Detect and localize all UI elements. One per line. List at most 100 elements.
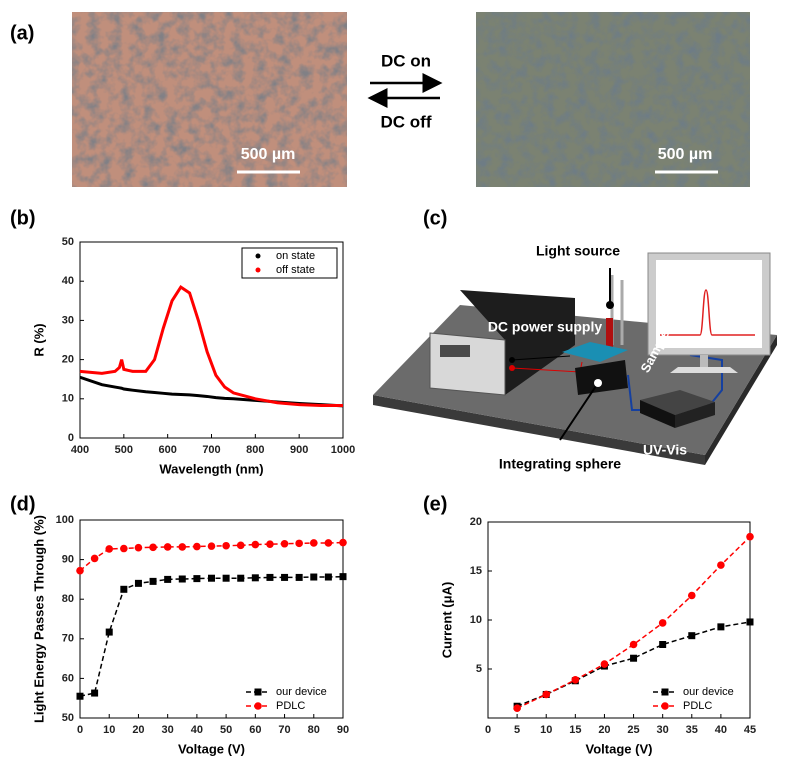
marker bbox=[746, 533, 754, 541]
marker bbox=[106, 629, 113, 636]
marker bbox=[659, 641, 666, 648]
marker bbox=[252, 574, 259, 581]
photo-texture bbox=[72, 12, 347, 187]
light-source bbox=[606, 318, 613, 348]
display bbox=[440, 345, 470, 357]
marker bbox=[295, 540, 303, 548]
marker bbox=[281, 574, 288, 581]
x-tick-label: 0 bbox=[485, 724, 491, 736]
x-tick-label: 700 bbox=[202, 444, 220, 456]
x-tick-label: 30 bbox=[657, 724, 669, 736]
marker bbox=[91, 690, 98, 697]
y-tick-label: 50 bbox=[62, 236, 74, 248]
y-tick-label: 20 bbox=[470, 516, 482, 528]
y-tick-label: 100 bbox=[56, 514, 74, 526]
y-tick-label: 90 bbox=[62, 554, 74, 566]
x-tick-label: 10 bbox=[540, 724, 552, 736]
marker bbox=[688, 632, 695, 639]
y-tick-label: 40 bbox=[62, 275, 74, 287]
x-tick-label: 400 bbox=[71, 444, 89, 456]
trend-line bbox=[517, 537, 750, 709]
legend-label: our device bbox=[276, 686, 327, 698]
x-tick-label: 60 bbox=[249, 724, 261, 736]
marker bbox=[193, 575, 200, 582]
panel-label: (e) bbox=[423, 493, 447, 515]
x-tick-label: 5 bbox=[514, 724, 520, 736]
marker bbox=[237, 542, 245, 550]
x-tick-label: 10 bbox=[103, 724, 115, 736]
pointer bbox=[594, 379, 602, 387]
marker bbox=[339, 539, 347, 547]
marker bbox=[572, 676, 580, 684]
marker bbox=[179, 576, 186, 583]
y-tick-label: 60 bbox=[62, 672, 74, 684]
legend-marker bbox=[661, 702, 669, 710]
x-tick-label: 600 bbox=[158, 444, 176, 456]
marker bbox=[208, 575, 215, 582]
x-tick-label: 80 bbox=[308, 724, 320, 736]
diagram-label: Light source bbox=[536, 243, 620, 259]
marker bbox=[120, 586, 127, 593]
marker bbox=[325, 574, 332, 581]
scale-label: 500 µm bbox=[658, 146, 713, 163]
arrow-label: DC on bbox=[381, 51, 431, 70]
pointer bbox=[606, 301, 614, 309]
marker bbox=[193, 543, 201, 551]
marker bbox=[164, 543, 172, 551]
x-tick-label: 40 bbox=[715, 724, 727, 736]
marker bbox=[542, 691, 550, 699]
figure: (a) 500 µm 500 µm DC on DC off (c) Light… bbox=[0, 0, 800, 757]
marker bbox=[91, 555, 99, 563]
x-tick-label: 25 bbox=[627, 724, 639, 736]
marker bbox=[164, 576, 171, 583]
power-supply-front bbox=[430, 333, 505, 395]
marker bbox=[281, 540, 289, 548]
y-axis-label: R (%) bbox=[31, 323, 46, 356]
marker bbox=[266, 574, 273, 581]
x-tick-label: 20 bbox=[598, 724, 610, 736]
marker bbox=[513, 704, 521, 712]
x-tick-label: 30 bbox=[162, 724, 174, 736]
x-tick-label: 40 bbox=[191, 724, 203, 736]
marker bbox=[310, 574, 317, 581]
panel-a: (a) 500 µm 500 µm DC on DC off bbox=[10, 12, 750, 187]
marker bbox=[601, 660, 609, 668]
y-axis-label: Light Energy Passes Through (%) bbox=[31, 515, 46, 723]
legend-marker bbox=[256, 254, 261, 259]
marker bbox=[150, 578, 157, 585]
marker bbox=[659, 619, 667, 627]
x-axis-label: Voltage (V) bbox=[586, 741, 653, 756]
x-tick-label: 15 bbox=[569, 724, 581, 736]
marker bbox=[310, 539, 318, 547]
marker bbox=[630, 641, 638, 649]
x-axis-label: Wavelength (nm) bbox=[159, 461, 263, 476]
line bbox=[80, 577, 343, 697]
marker bbox=[252, 541, 260, 549]
y-tick-label: 20 bbox=[62, 354, 74, 366]
monitor-stand bbox=[700, 355, 708, 367]
x-tick-label: 500 bbox=[115, 444, 133, 456]
x-tick-label: 50 bbox=[220, 724, 232, 736]
legend-label: off state bbox=[276, 264, 315, 276]
y-tick-label: 80 bbox=[62, 593, 74, 605]
y-tick-label: 5 bbox=[476, 663, 482, 675]
y-tick-label: 30 bbox=[62, 314, 74, 326]
arrow-label: DC off bbox=[381, 112, 432, 131]
panel-label: (a) bbox=[10, 22, 34, 44]
panel-label: (b) bbox=[10, 207, 36, 229]
x-tick-label: 90 bbox=[337, 724, 349, 736]
x-tick-label: 900 bbox=[290, 444, 308, 456]
x-tick-label: 35 bbox=[686, 724, 698, 736]
marker bbox=[688, 592, 696, 600]
marker bbox=[178, 543, 186, 551]
y-tick-label: 10 bbox=[62, 393, 74, 405]
marker bbox=[223, 575, 230, 582]
legend-label: on state bbox=[276, 250, 315, 262]
legend-label: PDLC bbox=[683, 700, 712, 712]
y-tick-label: 50 bbox=[62, 712, 74, 724]
y-axis-label: Current (μA) bbox=[439, 582, 454, 659]
x-axis-label: Voltage (V) bbox=[178, 741, 245, 756]
marker bbox=[325, 539, 333, 547]
scale-label: 500 µm bbox=[241, 146, 296, 163]
panel-label: (c) bbox=[423, 207, 447, 229]
